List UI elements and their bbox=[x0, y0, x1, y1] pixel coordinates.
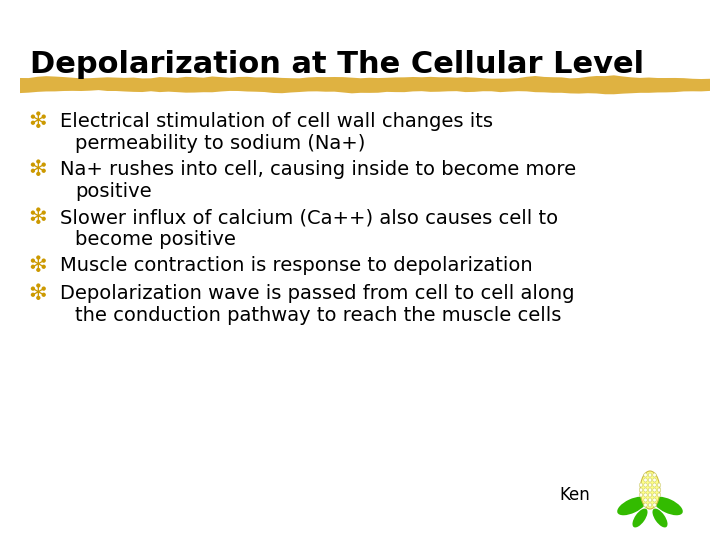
Text: ❇: ❇ bbox=[28, 160, 47, 180]
Ellipse shape bbox=[640, 471, 660, 509]
Ellipse shape bbox=[648, 493, 652, 497]
Text: the conduction pathway to reach the muscle cells: the conduction pathway to reach the musc… bbox=[75, 306, 562, 325]
Ellipse shape bbox=[648, 498, 652, 502]
Ellipse shape bbox=[644, 488, 647, 492]
Ellipse shape bbox=[653, 488, 656, 492]
Ellipse shape bbox=[653, 497, 683, 515]
Text: ❇: ❇ bbox=[28, 112, 47, 132]
Text: Depolarization at The Cellular Level: Depolarization at The Cellular Level bbox=[30, 50, 644, 79]
Text: Slower influx of calcium (Ca++) also causes cell to: Slower influx of calcium (Ca++) also cau… bbox=[60, 208, 558, 227]
Ellipse shape bbox=[639, 483, 643, 487]
Ellipse shape bbox=[653, 473, 656, 477]
Ellipse shape bbox=[648, 473, 652, 477]
Text: ❇: ❇ bbox=[28, 256, 47, 276]
Text: ❇: ❇ bbox=[28, 284, 47, 304]
Ellipse shape bbox=[644, 498, 647, 502]
Ellipse shape bbox=[639, 488, 643, 492]
Ellipse shape bbox=[648, 483, 652, 487]
Ellipse shape bbox=[644, 473, 647, 477]
Ellipse shape bbox=[657, 483, 661, 487]
Ellipse shape bbox=[653, 478, 656, 482]
Ellipse shape bbox=[653, 503, 656, 507]
Ellipse shape bbox=[644, 503, 647, 507]
Ellipse shape bbox=[644, 493, 647, 497]
Text: Depolarization wave is passed from cell to cell along: Depolarization wave is passed from cell … bbox=[60, 284, 575, 303]
Ellipse shape bbox=[639, 493, 643, 497]
Ellipse shape bbox=[653, 483, 656, 487]
Text: Ken: Ken bbox=[559, 486, 590, 504]
Text: ❇: ❇ bbox=[28, 208, 47, 228]
Ellipse shape bbox=[648, 488, 652, 492]
Ellipse shape bbox=[652, 509, 667, 528]
Text: Electrical stimulation of cell wall changes its: Electrical stimulation of cell wall chan… bbox=[60, 112, 493, 131]
Ellipse shape bbox=[632, 509, 647, 528]
Ellipse shape bbox=[653, 498, 656, 502]
Ellipse shape bbox=[648, 478, 652, 482]
Text: Muscle contraction is response to depolarization: Muscle contraction is response to depola… bbox=[60, 256, 533, 275]
Ellipse shape bbox=[653, 493, 656, 497]
Text: Na+ rushes into cell, causing inside to become more: Na+ rushes into cell, causing inside to … bbox=[60, 160, 576, 179]
Ellipse shape bbox=[644, 478, 647, 482]
Text: become positive: become positive bbox=[75, 230, 236, 249]
Ellipse shape bbox=[657, 493, 661, 497]
Text: permeability to sodium (Na+): permeability to sodium (Na+) bbox=[75, 134, 365, 153]
Polygon shape bbox=[20, 75, 710, 94]
Ellipse shape bbox=[644, 483, 647, 487]
Text: positive: positive bbox=[75, 182, 152, 201]
Ellipse shape bbox=[617, 497, 647, 515]
Ellipse shape bbox=[657, 488, 661, 492]
Ellipse shape bbox=[648, 503, 652, 507]
